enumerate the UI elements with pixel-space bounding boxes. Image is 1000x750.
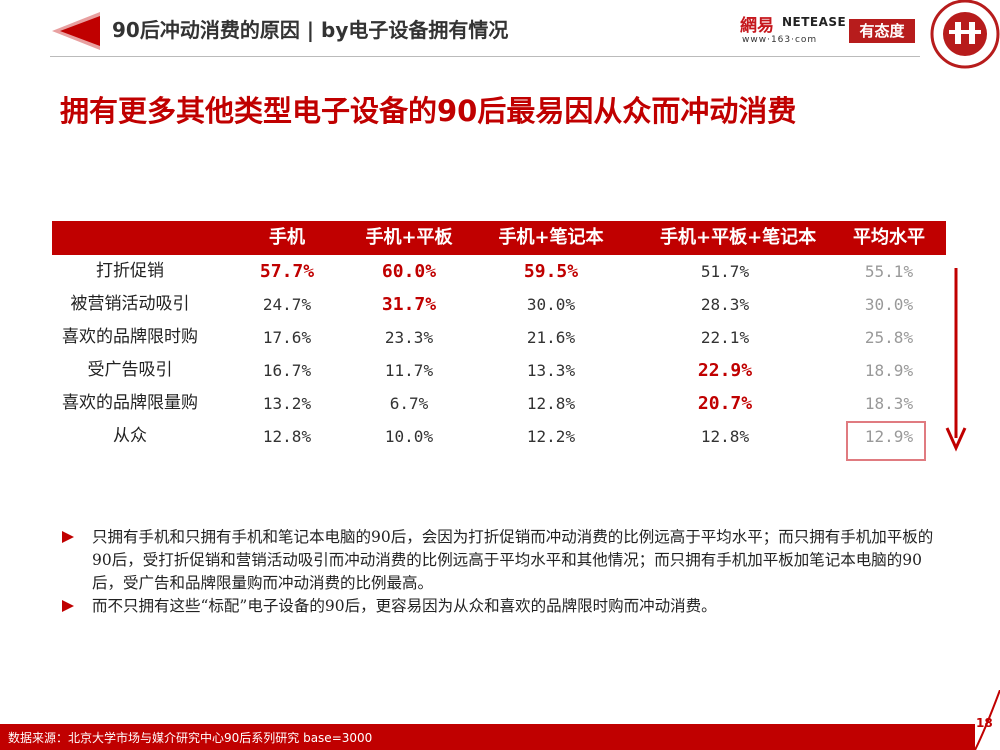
table-cell: 25.8% — [864, 328, 914, 347]
data-table: 手机 手机+平板 手机+笔记本 手机+平板+笔记本 平均水平 打折促销 57.7… — [52, 221, 946, 446]
row-label: 受广告吸引 — [87, 360, 173, 380]
university-seal-icon — [930, 0, 1000, 69]
corner-curve-icon — [974, 690, 1000, 750]
table-row: 喜欢的品牌限时购 17.6% 23.3% 21.6% 22.1% 25.8% — [52, 321, 946, 354]
column-header: 手机+平板+笔记本 — [660, 227, 817, 248]
insight-bullets: 只拥有手机和只拥有手机和笔记本电脑的90后，会因为打折促销而冲动消费的比例远高于… — [62, 526, 952, 618]
table-cell: 13.3% — [526, 361, 576, 380]
table-cell: 57.7% — [259, 261, 315, 282]
table-row: 打折促销 57.7% 60.0% 59.5% 51.7% 55.1% — [52, 255, 946, 288]
table-cell: 11.7% — [384, 361, 434, 380]
bullet-item: 只拥有手机和只拥有手机和笔记本电脑的90后，会因为打折促销而冲动消费的比例远高于… — [62, 526, 952, 595]
row-label: 从众 — [113, 426, 147, 446]
bullet-triangle-icon — [62, 531, 74, 543]
table-cell: 18.3% — [864, 394, 914, 413]
table-cell: 60.0% — [381, 261, 437, 282]
table-cell: 28.3% — [700, 295, 750, 314]
table-cell: 12.8% — [262, 427, 312, 446]
column-header: 手机+平板 — [365, 227, 453, 248]
table-row: 受广告吸引 16.7% 11.7% 13.3% 22.9% 18.9% — [52, 354, 946, 387]
netease-logo: 網易 NETEASE www·163·com — [740, 11, 847, 47]
page-number: 18 — [976, 716, 993, 730]
row-label: 被营销活动吸引 — [70, 294, 190, 314]
column-header: 平均水平 — [853, 227, 925, 248]
table-cell: 55.1% — [864, 262, 914, 281]
row-label: 打折促销 — [96, 261, 164, 281]
row-label: 喜欢的品牌限量购 — [62, 393, 198, 413]
table-cell: 18.9% — [864, 361, 914, 380]
header-divider — [50, 56, 920, 57]
source-note: 数据来源：北京大学市场与媒介研究中心90后系列研究 base=3000 — [8, 731, 373, 745]
header-title: 90后冲动消费的原因 | by电子设备拥有情况 — [112, 18, 509, 42]
headline: 拥有更多其他类型电子设备的90后最易因从众而冲动消费 — [60, 94, 797, 128]
logo-cn: 網易 — [740, 16, 774, 36]
table-cell: 30.0% — [864, 295, 914, 314]
table-cell: 31.7% — [381, 294, 437, 315]
highlight-box — [846, 421, 926, 461]
logo-en: NETEASE — [782, 15, 847, 29]
attitude-badge: 有态度 — [849, 19, 915, 43]
table-cell: 12.8% — [526, 394, 576, 413]
table-cell: 12.2% — [526, 427, 576, 446]
table-cell: 22.1% — [700, 328, 750, 347]
table-cell: 59.5% — [523, 261, 579, 282]
table-row: 被营销活动吸引 24.7% 31.7% 30.0% 28.3% 30.0% — [52, 288, 946, 321]
table-cell: 12.8% — [700, 427, 750, 446]
row-label: 喜欢的品牌限时购 — [62, 327, 198, 347]
header-arrow-icon — [52, 12, 100, 50]
bullet-item: 而不只拥有这些“标配”电子设备的90后，更容易因为从众和喜欢的品牌限时购而冲动消… — [62, 595, 952, 618]
down-arrow-icon — [945, 268, 967, 452]
table-cell: 20.7% — [697, 393, 753, 414]
bullet-text: 而不只拥有这些“标配”电子设备的90后，更容易因为从众和喜欢的品牌限时购而冲动消… — [92, 597, 717, 615]
table-cell: 51.7% — [700, 262, 750, 281]
table-cell: 10.0% — [384, 427, 434, 446]
table-header: 手机 手机+平板 手机+笔记本 手机+平板+笔记本 平均水平 — [52, 221, 946, 255]
table-cell: 21.6% — [526, 328, 576, 347]
column-header: 手机+笔记本 — [498, 227, 604, 248]
table-cell: 30.0% — [526, 295, 576, 314]
bullet-text: 只拥有手机和只拥有手机和笔记本电脑的90后，会因为打折促销而冲动消费的比例远高于… — [92, 528, 934, 592]
table-cell: 13.2% — [262, 394, 312, 413]
logo-url: www·163·com — [742, 35, 818, 45]
table-row: 喜欢的品牌限量购 13.2% 6.7% 12.8% 20.7% 18.3% — [52, 387, 946, 420]
column-header: 手机 — [269, 227, 305, 248]
table-cell: 16.7% — [262, 361, 312, 380]
table-cell: 23.3% — [384, 328, 434, 347]
table-cell: 24.7% — [262, 295, 312, 314]
table-cell: 12.9% — [864, 427, 914, 446]
table-cell: 6.7% — [389, 394, 429, 413]
footer-bar: 数据来源：北京大学市场与媒介研究中心90后系列研究 base=3000 — [0, 724, 975, 750]
table-cell: 22.9% — [697, 360, 753, 381]
bullet-triangle-icon — [62, 600, 74, 612]
table-cell: 17.6% — [262, 328, 312, 347]
table-row: 从众 12.8% 10.0% 12.2% 12.8% 12.9% — [52, 420, 946, 453]
